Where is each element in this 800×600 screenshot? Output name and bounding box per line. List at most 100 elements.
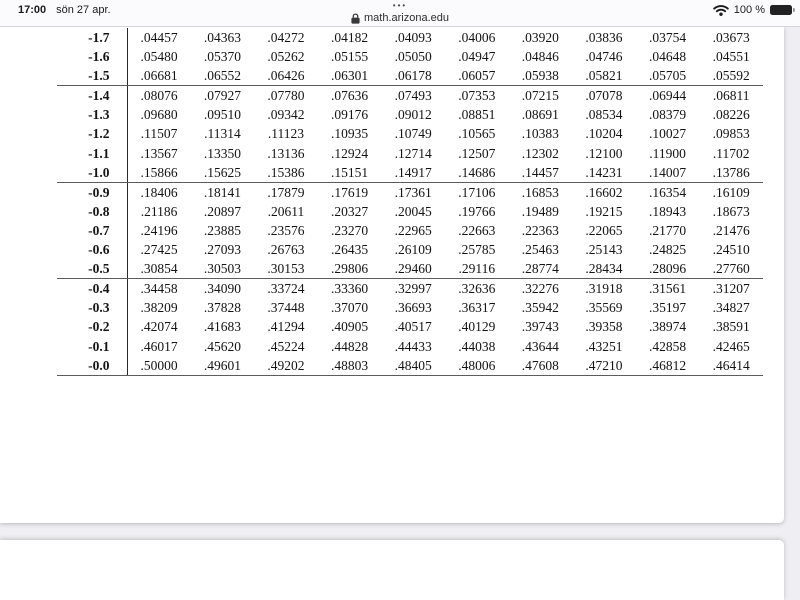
table-row: -0.0.50000.49601.49202.48803.48405.48006…: [57, 355, 763, 376]
table-cell: .30854: [127, 259, 191, 280]
table-cell: .49202: [254, 355, 318, 376]
table-cell: .12924: [331, 145, 369, 161]
table-cell: .18406: [140, 184, 178, 200]
table-cell: .15386: [254, 162, 318, 183]
pdf-scroll-area[interactable]: -1.7 .04457 .04363 .04272 .04182 .04093 .04006…: [0, 27, 800, 600]
wifi-icon: [713, 4, 729, 16]
table-row: -0.8 .21186 .20897 .20611 .20327 .20045 .19766…: [57, 201, 763, 221]
table-cell: .35197: [648, 300, 687, 316]
table-cell: .08851: [458, 107, 496, 123]
table-cell: .30503: [190, 259, 255, 280]
table-cell: .14457: [508, 162, 573, 183]
table-cell: .06552: [190, 66, 255, 87]
table-cell: .07927: [203, 88, 241, 104]
row-label: -0.1: [57, 336, 128, 356]
table-cell: .04182: [331, 30, 369, 45]
table-row: -0.4 .34458 .34090 .33724 .33360 .32997 .32636…: [57, 278, 763, 299]
table-cell: .21476: [712, 222, 750, 238]
table-cell: .24510: [712, 242, 750, 258]
toolbar-overflow-button[interactable]: •••: [392, 1, 408, 10]
table-cell: .32276: [521, 281, 559, 297]
table-cell: .38591: [712, 319, 750, 335]
table-cell: .05938: [508, 66, 573, 87]
table-cell: .47608: [508, 355, 573, 376]
table-row: -1.7 .04457 .04363 .04272 .04182 .04093 .04006…: [57, 28, 763, 48]
table-cell: .28096: [635, 259, 700, 280]
table-row: -0.2 .42074 .41683 .41294 .40905 .40517 .40129…: [57, 317, 763, 337]
table-cell: .07215: [521, 88, 559, 104]
table-cell: .12302: [521, 145, 559, 161]
table-cell: .04457: [140, 30, 178, 45]
status-bar: 17:00 sön 27 apr. ••• math.arizona.edu 1…: [0, 0, 800, 27]
table-cell: .10383: [521, 126, 559, 142]
table-cell: .06944: [648, 88, 687, 104]
table-cell: .12100: [585, 145, 623, 161]
table-cell: .14686: [444, 162, 509, 183]
table-cell: .18141: [203, 184, 241, 200]
battery-percentage: 100 %: [733, 4, 765, 16]
table-cell: .05050: [394, 49, 432, 65]
table-cell: .23270: [331, 222, 369, 238]
table-cell: .34090: [203, 281, 241, 297]
table-cell: .03673: [712, 30, 750, 45]
table-cell: .04551: [712, 49, 750, 65]
table-cell: .20897: [203, 203, 241, 219]
table-cell: .21186: [140, 203, 178, 219]
table-cell: .03836: [585, 30, 623, 45]
table-cell: .14231: [572, 162, 636, 183]
table-cell: .03920: [521, 30, 559, 45]
table-cell: .14007: [635, 162, 700, 183]
pdf-page-2: [0, 540, 784, 600]
table-cell: .05155: [331, 49, 369, 65]
table-cell: .09012: [394, 107, 432, 123]
table-cell: .14917: [381, 162, 445, 183]
table-cell: .04846: [521, 49, 559, 65]
table-cell: .45620: [203, 338, 241, 354]
table-cell: .19489: [521, 203, 559, 219]
table-cell: .08076: [140, 88, 178, 104]
row-label: -0.8: [57, 201, 128, 221]
clock-date: 17:00 sön 27 apr.: [18, 4, 111, 16]
table-cell: .04746: [585, 49, 623, 65]
table-cell: .21770: [648, 222, 687, 238]
table-cell: .11123: [267, 126, 305, 142]
table-cell: .46017: [140, 338, 178, 354]
table-cell: .45224: [267, 338, 305, 354]
table-cell: .04648: [648, 49, 687, 65]
table-cell: .39358: [585, 319, 623, 335]
table-cell: .06681: [127, 66, 191, 87]
row-label: -1.0: [57, 162, 128, 183]
address-bar[interactable]: math.arizona.edu: [351, 12, 449, 24]
table-cell: .11507: [140, 126, 178, 142]
table-cell: .31561: [648, 281, 687, 297]
table-cell: .16853: [521, 184, 559, 200]
table-cell: .10204: [585, 126, 623, 142]
table-cell: .29116: [444, 259, 509, 280]
row-label: -0.5: [57, 259, 128, 280]
status-time: 17:00: [18, 4, 47, 16]
table-cell: .43644: [521, 338, 559, 354]
table-row: -0.5.30854.30503.30153.29806.29460.29116…: [57, 259, 763, 280]
table-cell: .42858: [648, 338, 687, 354]
table-cell: .10935: [331, 126, 369, 142]
table-cell: .07636: [331, 88, 369, 104]
table-cell: .40129: [458, 319, 496, 335]
table-cell: .13786: [699, 162, 763, 183]
table-cell: .29806: [317, 259, 382, 280]
z-table: -1.7 .04457 .04363 .04272 .04182 .04093 .04006…: [57, 28, 763, 376]
table-cell: .24196: [140, 222, 178, 238]
table-cell: .16354: [648, 184, 687, 200]
table-cell: .48803: [317, 355, 382, 376]
row-label: -0.3: [57, 298, 128, 318]
table-cell: .22363: [521, 222, 559, 238]
pdf-page-1: -1.7 .04457 .04363 .04272 .04182 .04093 .04006…: [0, 27, 784, 523]
table-cell: .04006: [458, 30, 496, 45]
table-cell: .18943: [648, 203, 687, 219]
row-label: -1.5: [57, 66, 128, 87]
battery-icon: [770, 4, 795, 16]
table-cell: .24825: [648, 242, 687, 258]
table-cell: .10027: [648, 126, 687, 142]
table-cell: .37070: [331, 300, 369, 316]
table-cell: .18673: [712, 203, 750, 219]
table-cell: .13350: [203, 145, 241, 161]
